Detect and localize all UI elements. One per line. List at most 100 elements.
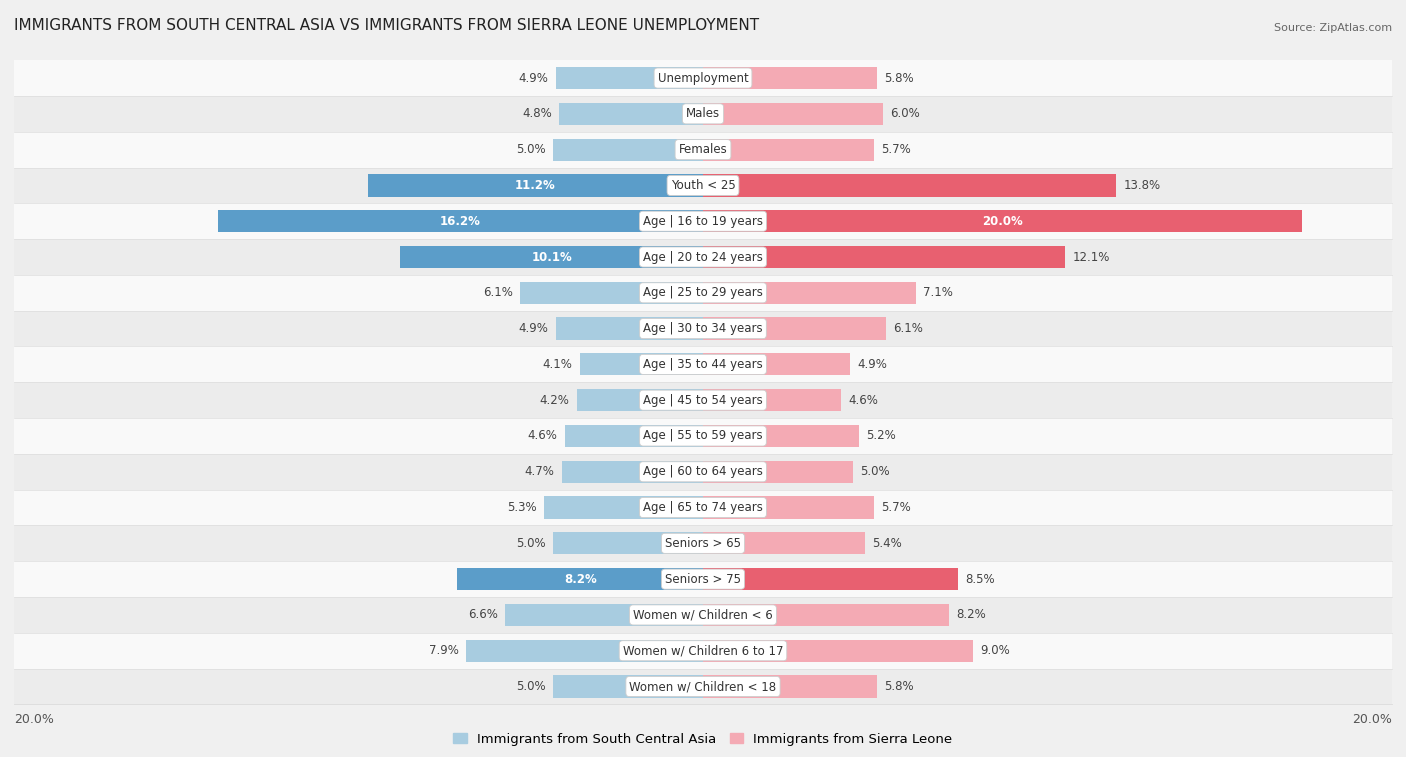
Bar	[14, 597, 1392, 633]
Bar	[14, 60, 1392, 96]
Text: 13.8%: 13.8%	[1123, 179, 1161, 192]
Bar	[581, 354, 703, 375]
Bar	[703, 604, 949, 626]
Text: 5.3%: 5.3%	[508, 501, 537, 514]
Text: 4.9%: 4.9%	[519, 72, 548, 85]
Bar	[14, 668, 1392, 705]
Bar	[703, 317, 886, 340]
Bar	[703, 425, 859, 447]
Bar	[14, 454, 1392, 490]
Bar	[703, 246, 1066, 268]
Text: 20.0%: 20.0%	[14, 713, 53, 727]
Text: Males: Males	[686, 107, 720, 120]
Text: Unemployment: Unemployment	[658, 72, 748, 85]
Text: 10.1%: 10.1%	[531, 251, 572, 263]
Text: 4.1%: 4.1%	[543, 358, 572, 371]
Bar	[14, 382, 1392, 418]
Bar	[703, 139, 873, 160]
Bar	[703, 461, 853, 483]
Bar	[14, 418, 1392, 454]
Bar	[14, 204, 1392, 239]
Bar	[560, 103, 703, 125]
Text: Age | 20 to 24 years: Age | 20 to 24 years	[643, 251, 763, 263]
Text: 8.2%: 8.2%	[564, 572, 596, 586]
Bar	[14, 167, 1392, 204]
Bar	[703, 532, 865, 554]
Text: 7.9%: 7.9%	[429, 644, 458, 657]
Bar	[14, 561, 1392, 597]
Text: Age | 25 to 29 years: Age | 25 to 29 years	[643, 286, 763, 299]
Text: 8.5%: 8.5%	[965, 572, 994, 586]
Bar	[14, 633, 1392, 668]
Bar	[14, 347, 1392, 382]
Text: 12.1%: 12.1%	[1073, 251, 1111, 263]
Text: Seniors > 75: Seniors > 75	[665, 572, 741, 586]
Text: 5.0%: 5.0%	[516, 680, 546, 693]
Bar	[553, 139, 703, 160]
Text: 5.2%: 5.2%	[866, 429, 896, 443]
Text: 4.6%: 4.6%	[848, 394, 879, 407]
Bar	[703, 282, 915, 304]
Bar	[565, 425, 703, 447]
Text: Age | 35 to 44 years: Age | 35 to 44 years	[643, 358, 763, 371]
Text: 4.9%: 4.9%	[519, 322, 548, 335]
Bar	[544, 497, 703, 519]
Bar	[367, 174, 703, 197]
Text: Women w/ Children < 6: Women w/ Children < 6	[633, 609, 773, 621]
Text: 6.1%: 6.1%	[482, 286, 513, 299]
Bar	[218, 210, 703, 232]
Text: 11.2%: 11.2%	[515, 179, 555, 192]
Text: Seniors > 65: Seniors > 65	[665, 537, 741, 550]
Bar	[14, 490, 1392, 525]
Bar	[14, 275, 1392, 310]
Bar	[457, 568, 703, 590]
Bar	[703, 354, 849, 375]
Bar	[703, 210, 1302, 232]
Text: 4.9%: 4.9%	[858, 358, 887, 371]
Text: 5.8%: 5.8%	[884, 72, 914, 85]
Bar	[505, 604, 703, 626]
Text: 5.7%: 5.7%	[882, 501, 911, 514]
Bar	[578, 389, 703, 411]
Text: Women w/ Children < 18: Women w/ Children < 18	[630, 680, 776, 693]
Bar	[703, 389, 841, 411]
Bar	[703, 103, 883, 125]
Text: 6.6%: 6.6%	[468, 609, 498, 621]
Text: 6.0%: 6.0%	[890, 107, 920, 120]
Bar	[553, 532, 703, 554]
Text: 4.7%: 4.7%	[524, 466, 555, 478]
Bar	[14, 132, 1392, 167]
Bar	[703, 568, 957, 590]
Text: 20.0%: 20.0%	[983, 215, 1024, 228]
Text: 16.2%: 16.2%	[440, 215, 481, 228]
Bar	[703, 174, 1116, 197]
Text: Age | 65 to 74 years: Age | 65 to 74 years	[643, 501, 763, 514]
Bar	[557, 67, 703, 89]
Legend: Immigrants from South Central Asia, Immigrants from Sierra Leone: Immigrants from South Central Asia, Immi…	[449, 727, 957, 751]
Text: 5.0%: 5.0%	[516, 143, 546, 156]
Text: 6.1%: 6.1%	[893, 322, 924, 335]
Text: Source: ZipAtlas.com: Source: ZipAtlas.com	[1274, 23, 1392, 33]
Text: Age | 16 to 19 years: Age | 16 to 19 years	[643, 215, 763, 228]
Bar	[14, 310, 1392, 347]
Bar	[703, 67, 877, 89]
Bar	[703, 640, 973, 662]
Text: 4.6%: 4.6%	[527, 429, 558, 443]
Bar	[14, 96, 1392, 132]
Bar	[14, 525, 1392, 561]
Text: Age | 30 to 34 years: Age | 30 to 34 years	[643, 322, 763, 335]
Text: Women w/ Children 6 to 17: Women w/ Children 6 to 17	[623, 644, 783, 657]
Bar	[467, 640, 703, 662]
Text: 4.2%: 4.2%	[540, 394, 569, 407]
Text: Females: Females	[679, 143, 727, 156]
Bar	[703, 497, 873, 519]
Text: 9.0%: 9.0%	[980, 644, 1010, 657]
Bar	[14, 239, 1392, 275]
Text: Age | 60 to 64 years: Age | 60 to 64 years	[643, 466, 763, 478]
Bar	[703, 675, 877, 698]
Bar	[557, 317, 703, 340]
Text: 20.0%: 20.0%	[1353, 713, 1392, 727]
Text: Age | 55 to 59 years: Age | 55 to 59 years	[643, 429, 763, 443]
Text: 8.2%: 8.2%	[956, 609, 986, 621]
Text: Age | 45 to 54 years: Age | 45 to 54 years	[643, 394, 763, 407]
